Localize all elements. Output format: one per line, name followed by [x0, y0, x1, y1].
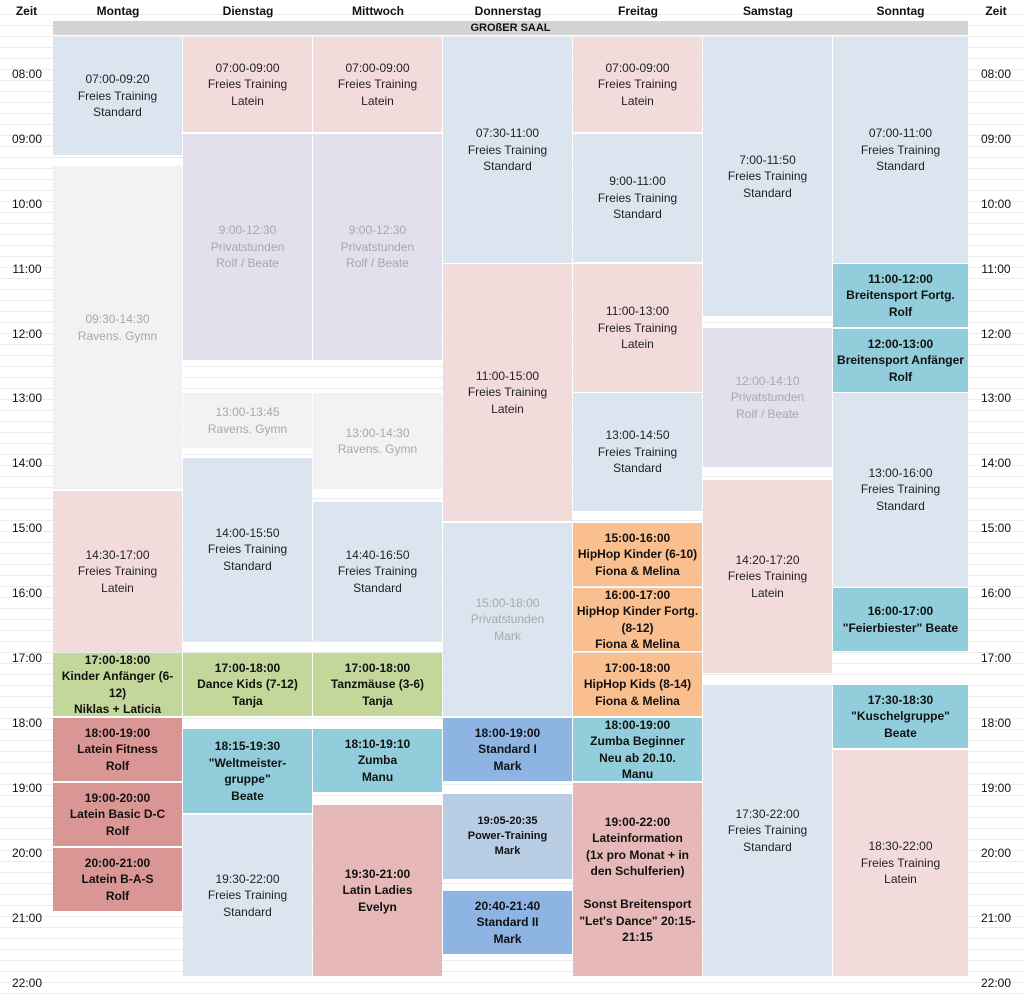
time-label: 11:00 [981, 262, 1011, 276]
event-block[interactable]: 07:00-09:20 Freies Training Standard [53, 37, 182, 155]
time-label: 11:00 [12, 262, 42, 276]
event-block[interactable]: 07:00-09:00 Freies Training Latein [313, 37, 442, 132]
event-block[interactable]: 15:00-16:00 HipHop Kinder (6-10) Fiona &… [573, 523, 702, 586]
event-block[interactable]: 7:00-11:50 Freies Training Standard [703, 37, 832, 316]
event-block[interactable]: 9:00-12:30 Privatstunden Rolf / Beate [313, 134, 442, 360]
event-block[interactable]: 17:30-22:00 Freies Training Standard [703, 685, 832, 976]
event-block[interactable]: 18:10-19:10 Zumba Manu [313, 729, 442, 792]
event-block[interactable]: 16:00-17:00 "Feierbiester" Beate [833, 588, 968, 651]
time-label: 14:00 [11, 456, 43, 470]
time-label: 08:00 [11, 67, 43, 81]
event-block[interactable]: 07:00-09:00 Freies Training Latein [183, 37, 312, 132]
time-label: 15:00 [11, 521, 43, 535]
time-label: 17:00 [980, 651, 1012, 665]
day-header-montag: Montag [96, 4, 140, 18]
day-header-samstag: Samstag [742, 4, 794, 18]
time-label: 08:00 [980, 67, 1012, 81]
event-block[interactable]: 14:30-17:00 Freies Training Latein [53, 491, 182, 652]
day-header-mittwoch: Mittwoch [352, 4, 404, 18]
time-label: 14:00 [980, 456, 1012, 470]
event-block[interactable]: 15:00-18:00 Privatstunden Mark [443, 523, 572, 716]
event-block[interactable]: 18:00-19:00 Latein Fitness Rolf [53, 718, 182, 781]
event-block[interactable]: 07:00-09:00 Freies Training Latein [573, 37, 702, 132]
event-block[interactable]: 17:30-18:30 "Kuschelgruppe" Beate [833, 685, 968, 748]
day-header-freitag: Freitag [617, 4, 658, 18]
time-label: 13:00 [980, 391, 1012, 405]
event-block[interactable]: 17:00-18:00 Tanzmäuse (3-6) Tanja [313, 653, 442, 716]
time-label: 16:00 [980, 586, 1012, 600]
event-block[interactable]: 14:00-15:50 Freies Training Standard [183, 458, 312, 641]
time-label: 17:00 [11, 651, 43, 665]
day-header-sonntag: Sonntag [876, 4, 925, 18]
zeit-header-left: Zeit [15, 4, 38, 18]
time-label: 12:00 [980, 327, 1012, 341]
time-label: 19:00 [980, 781, 1012, 795]
time-label: 21:00 [11, 911, 43, 925]
event-block[interactable]: 13:00-13:45 Ravens. Gymn [183, 393, 312, 448]
time-label: 12:00 [11, 327, 43, 341]
time-label: 21:00 [980, 911, 1012, 925]
event-block[interactable]: 20:00-21:00 Latein B-A-S Rolf [53, 848, 182, 911]
time-label: 10:00 [11, 197, 43, 211]
zeit-header-right: Zeit [985, 4, 1007, 18]
event-block[interactable]: 12:00-14:10 Privatstunden Rolf / Beate [703, 328, 832, 467]
time-label: 09:00 [980, 132, 1012, 146]
time-label: 09:00 [11, 132, 43, 146]
event-block[interactable]: 13:00-16:00 Freies Training Standard [833, 393, 968, 586]
event-block[interactable]: 16:00-17:00 HipHop Kinder Fortg. (8-12) … [573, 588, 702, 651]
time-label: 20:00 [980, 846, 1012, 860]
event-block[interactable]: 18:00-19:00 Zumba Beginner Neu ab 20.10.… [573, 718, 702, 781]
event-block[interactable]: 17:00-18:00 HipHop Kids (8-14) Fiona & M… [573, 653, 702, 716]
event-block[interactable]: 19:00-20:00 Latein Basic D-C Rolf [53, 783, 182, 846]
event-block[interactable]: 13:00-14:50 Freies Training Standard [573, 393, 702, 511]
event-block[interactable]: 13:00-14:30 Ravens. Gymn [313, 393, 442, 489]
event-block[interactable]: 07:30-11:00 Freies Training Standard [443, 37, 572, 263]
event-block[interactable]: 14:20-17:20 Freies Training Latein [703, 480, 832, 673]
time-label: 18:00 [980, 716, 1012, 730]
event-block[interactable]: 09:30-14:30 Ravens. Gymn [53, 166, 182, 489]
event-block[interactable]: 19:05-20:35 Power-Training Mark [443, 794, 572, 879]
event-block[interactable]: 20:40-21:40 Standard II Mark [443, 891, 572, 954]
event-block[interactable]: 11:00-15:00 Freies Training Latein [443, 264, 572, 521]
event-block[interactable]: 07:00-11:00 Freies Training Standard [833, 37, 968, 263]
event-block[interactable]: 11:00-12:00 Breitensport Fortg. Rolf [833, 264, 968, 327]
time-label: 15:00 [980, 521, 1012, 535]
event-block[interactable]: 19:30-21:00 Latin Ladies Evelyn [313, 805, 442, 976]
time-label: 16:00 [11, 586, 43, 600]
time-label: 20:00 [11, 846, 43, 860]
time-label: 19:00 [11, 781, 43, 795]
event-block[interactable]: 19:00-22:00 Lateinformation (1x pro Mona… [573, 783, 702, 976]
day-header-donnerstag: Donnerstag [474, 4, 542, 18]
event-block[interactable]: 17:00-18:00 Dance Kids (7-12) Tanja [183, 653, 312, 716]
event-block[interactable]: 12:00-13:00 Breitensport Anfänger Rolf [833, 329, 968, 392]
event-block[interactable]: 9:00-12:30 Privatstunden Rolf / Beate [183, 134, 312, 360]
event-block[interactable]: 14:40-16:50 Freies Training Standard [313, 502, 442, 641]
event-block[interactable]: 18:00-19:00 Standard I Mark [443, 718, 572, 781]
event-block[interactable]: 18:15-19:30 "Weltmeister-gruppe" Beate [183, 729, 312, 813]
time-label: 22:00 [11, 976, 43, 990]
time-label: 18:00 [11, 716, 43, 730]
room-header: GROßER SAAL [53, 21, 968, 35]
event-block[interactable]: 17:00-18:00 Kinder Anfänger (6-12) Nikla… [53, 653, 182, 716]
event-block[interactable]: 9:00-11:00 Freies Training Standard [573, 134, 702, 262]
event-block[interactable]: 18:30-22:00 Freies Training Latein [833, 750, 968, 976]
time-label: 22:00 [980, 976, 1012, 990]
day-header-dienstag: Dienstag [222, 4, 274, 18]
event-block[interactable]: 11:00-13:00 Freies Training Latein [573, 264, 702, 392]
time-label: 10:00 [980, 197, 1012, 211]
time-label: 13:00 [11, 391, 43, 405]
event-block[interactable]: 19:30-22:00 Freies Training Standard [183, 815, 312, 976]
